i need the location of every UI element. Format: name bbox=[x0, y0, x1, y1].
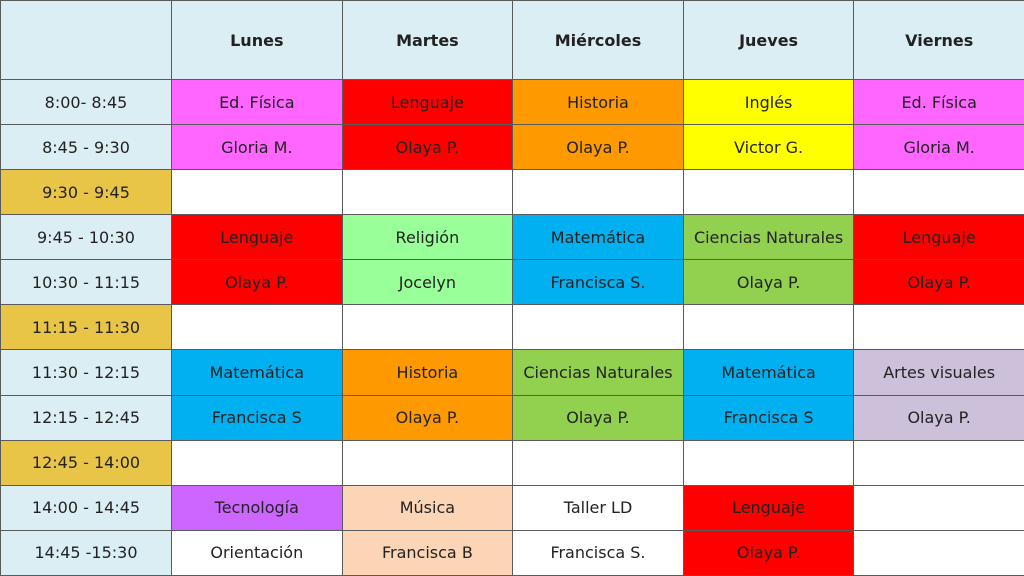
time-slot-label: 12:45 - 14:00 bbox=[0, 439, 172, 486]
schedule-row: 8:45 - 9:30 Gloria M. Olaya P. Olaya P. Vict… bbox=[0, 124, 1024, 171]
class-cell-tuesday bbox=[341, 169, 514, 216]
schedule-row: 8:00- 8:45 Ed. Física Lenguaje Historia Ingl… bbox=[0, 78, 1024, 126]
header-row: Lunes Martes Miércoles Jueves Viernes bbox=[0, 0, 1024, 80]
class-cell-friday: Lenguaje bbox=[853, 214, 1024, 261]
time-slot-label: 8:00- 8:45 bbox=[0, 78, 172, 126]
class-cell-thursday: Ciencias Naturales bbox=[682, 214, 855, 261]
break-row: 11:15 - 11:30 bbox=[0, 304, 1024, 351]
class-cell-monday: Matemática bbox=[171, 349, 343, 396]
break-row: 9:30 - 9:45 bbox=[0, 169, 1024, 216]
time-slot-label: 11:15 - 11:30 bbox=[0, 304, 172, 351]
schedule-body: 8:00- 8:45 Ed. Física Lenguaje Historia Ingl… bbox=[0, 78, 1024, 576]
class-cell-monday: Francisca S bbox=[171, 394, 343, 441]
class-cell-wednesday bbox=[512, 169, 684, 216]
class-cell-friday bbox=[853, 169, 1024, 216]
class-cell-thursday bbox=[682, 169, 855, 216]
day-header-tuesday: Martes bbox=[341, 0, 514, 80]
class-cell-friday: Ed. Física bbox=[853, 78, 1024, 126]
schedule-row: 14:45 -15:30 Orientación Francisca B Franci… bbox=[0, 529, 1024, 576]
class-cell-tuesday bbox=[341, 439, 514, 486]
schedule-row: 9:45 - 10:30 Lenguaje Religión Matemática Ci… bbox=[0, 214, 1024, 261]
class-cell-monday: Olaya P. bbox=[171, 259, 343, 306]
class-cell-monday: Gloria M. bbox=[171, 124, 343, 171]
time-slot-label: 9:30 - 9:45 bbox=[0, 169, 172, 216]
class-cell-wednesday bbox=[512, 439, 684, 486]
time-slot-label: 11:30 - 12:15 bbox=[0, 349, 172, 396]
class-cell-friday: Gloria M. bbox=[853, 124, 1024, 171]
class-cell-tuesday: Olaya P. bbox=[341, 124, 514, 171]
class-cell-monday bbox=[171, 439, 343, 486]
class-cell-wednesday: Taller LD bbox=[512, 484, 684, 531]
class-cell-tuesday: Lenguaje bbox=[341, 78, 514, 126]
class-cell-wednesday: Francisca S. bbox=[512, 529, 684, 576]
class-cell-thursday: Olaya P. bbox=[682, 529, 855, 576]
class-cell-friday bbox=[853, 529, 1024, 576]
class-cell-wednesday: Olaya P. bbox=[512, 394, 684, 441]
class-cell-wednesday: Matemática bbox=[512, 214, 684, 261]
class-cell-thursday: Inglés bbox=[682, 78, 855, 126]
time-slot-label: 9:45 - 10:30 bbox=[0, 214, 172, 261]
time-slot-label: 14:00 - 14:45 bbox=[0, 484, 172, 531]
class-cell-tuesday: Música bbox=[341, 484, 514, 531]
schedule-row: 14:00 - 14:45 Tecnología Música Taller LD Le… bbox=[0, 484, 1024, 531]
class-cell-tuesday: Historia bbox=[341, 349, 514, 396]
time-slot-label: 10:30 - 11:15 bbox=[0, 259, 172, 306]
class-cell-thursday: Victor G. bbox=[682, 124, 855, 171]
time-slot-label: 14:45 -15:30 bbox=[0, 529, 172, 576]
class-cell-monday: Ed. Física bbox=[171, 78, 343, 126]
corner-cell bbox=[0, 0, 172, 80]
class-cell-monday bbox=[171, 169, 343, 216]
class-cell-tuesday: Religión bbox=[341, 214, 514, 261]
class-cell-monday: Orientación bbox=[171, 529, 343, 576]
class-cell-thursday: Francisca S bbox=[682, 394, 855, 441]
class-cell-wednesday: Ciencias Naturales bbox=[512, 349, 684, 396]
day-header-thursday: Jueves bbox=[682, 0, 855, 80]
schedule-row: 12:15 - 12:45 Francisca S Olaya P. Olaya P.… bbox=[0, 394, 1024, 441]
class-cell-wednesday: Historia bbox=[512, 78, 684, 126]
class-cell-friday: Artes visuales bbox=[853, 349, 1024, 396]
class-cell-friday bbox=[853, 304, 1024, 351]
day-header-monday: Lunes bbox=[171, 0, 343, 80]
class-cell-friday: Olaya P. bbox=[853, 259, 1024, 306]
schedule-row: 10:30 - 11:15 Olaya P. Jocelyn Francisca S.… bbox=[0, 259, 1024, 306]
class-cell-friday: Olaya P. bbox=[853, 394, 1024, 441]
class-cell-thursday: Matemática bbox=[682, 349, 855, 396]
time-slot-label: 12:15 - 12:45 bbox=[0, 394, 172, 441]
class-cell-wednesday: Francisca S. bbox=[512, 259, 684, 306]
class-cell-thursday: Olaya P. bbox=[682, 259, 855, 306]
class-cell-thursday: Lenguaje bbox=[682, 484, 855, 531]
class-cell-tuesday: Francisca B bbox=[341, 529, 514, 576]
class-cell-friday bbox=[853, 484, 1024, 531]
class-cell-friday bbox=[853, 439, 1024, 486]
class-cell-monday: Lenguaje bbox=[171, 214, 343, 261]
class-cell-tuesday: Olaya P. bbox=[341, 394, 514, 441]
class-cell-monday: Tecnología bbox=[171, 484, 343, 531]
class-cell-tuesday: Jocelyn bbox=[341, 259, 514, 306]
class-cell-tuesday bbox=[341, 304, 514, 351]
class-cell-thursday bbox=[682, 439, 855, 486]
time-slot-label: 8:45 - 9:30 bbox=[0, 124, 172, 171]
schedule-row: 11:30 - 12:15 Matemática Historia Ciencias … bbox=[0, 349, 1024, 396]
break-row: 12:45 - 14:00 bbox=[0, 439, 1024, 486]
day-header-friday: Viernes bbox=[853, 0, 1024, 80]
class-cell-monday bbox=[171, 304, 343, 351]
day-header-wednesday: Miércoles bbox=[512, 0, 684, 80]
class-cell-wednesday bbox=[512, 304, 684, 351]
class-cell-wednesday: Olaya P. bbox=[512, 124, 684, 171]
class-cell-thursday bbox=[682, 304, 855, 351]
